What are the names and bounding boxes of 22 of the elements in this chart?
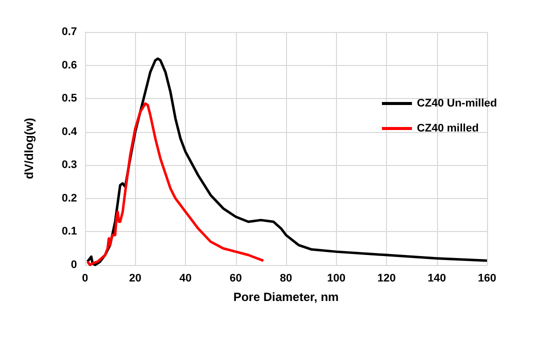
x-axis-title: Pore Diameter, nm	[233, 290, 339, 304]
legend-label: CZ40 milled	[416, 122, 479, 134]
x-tick-label: 100	[327, 272, 346, 284]
y-axis-title: dV/dlog(w)	[22, 118, 36, 180]
legend-label: CZ40 Un-milled	[416, 98, 498, 110]
x-tick-label: 80	[280, 272, 292, 284]
x-tick-label: 0	[82, 272, 88, 284]
y-tick-label: 0.3	[62, 159, 77, 172]
x-tick-label: 40	[179, 272, 192, 284]
y-tick-label: 0	[70, 259, 77, 271]
y-tick-label: 0.1	[62, 226, 77, 238]
x-tick-label: 140	[428, 272, 446, 284]
x-tick-label: 160	[478, 272, 496, 284]
x-tick-label: 20	[129, 272, 142, 284]
y-tick-label: 0.6	[62, 59, 77, 72]
y-tick-label: 0.4	[62, 126, 78, 138]
y-tick-label: 0.5	[62, 92, 77, 105]
x-tick-label: 60	[230, 272, 242, 284]
y-tick-label: 0.2	[62, 192, 77, 204]
line-series	[86, 102, 265, 266]
y-tick-label: 0.7	[62, 26, 77, 38]
x-tick-label: 120	[377, 272, 396, 284]
